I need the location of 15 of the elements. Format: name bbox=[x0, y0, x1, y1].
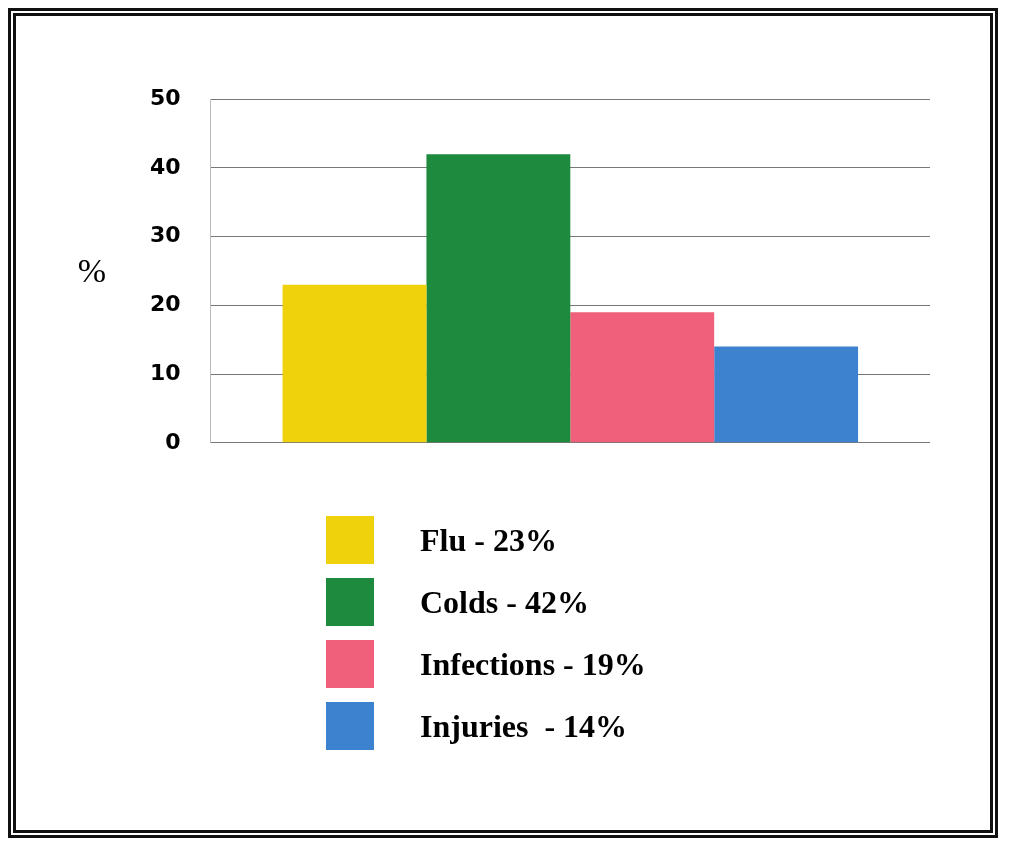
bar bbox=[570, 312, 715, 443]
bar bbox=[714, 346, 859, 443]
y-tick-label: 20 bbox=[149, 291, 181, 317]
y-tick-label: 40 bbox=[149, 153, 181, 179]
bar bbox=[282, 284, 427, 443]
legend-label: Injuries - 14% bbox=[420, 707, 628, 745]
y-axis-title: % bbox=[76, 252, 107, 290]
bar bbox=[426, 154, 571, 443]
legend-label: Colds - 42% bbox=[420, 583, 589, 621]
y-tick-label: 0 bbox=[165, 428, 181, 454]
legend-label: Flu - 23% bbox=[420, 521, 557, 559]
y-tick-label: 50 bbox=[149, 84, 181, 110]
y-tick-label: 10 bbox=[149, 359, 181, 385]
legend-label: Infections - 19% bbox=[420, 645, 646, 683]
y-tick-label: 30 bbox=[149, 222, 181, 248]
